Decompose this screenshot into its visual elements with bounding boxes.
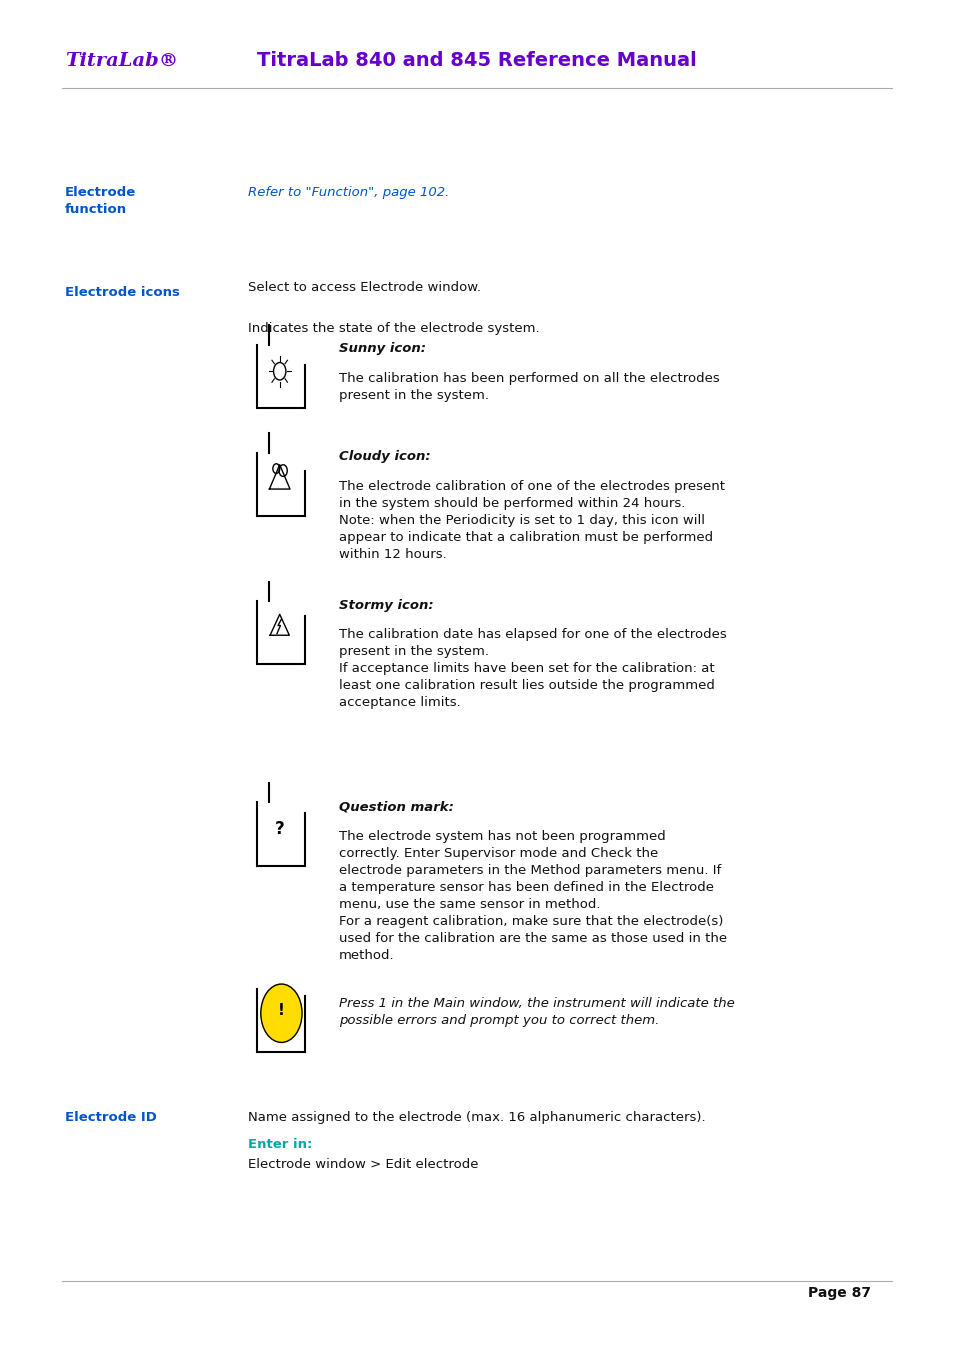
Text: TitraLab 840 and 845 Reference Manual: TitraLab 840 and 845 Reference Manual (257, 51, 696, 70)
Text: Refer to "Function", page 102.: Refer to "Function", page 102. (248, 186, 449, 200)
Text: Indicates the state of the electrode system.: Indicates the state of the electrode sys… (248, 322, 539, 335)
Text: The calibration date has elapsed for one of the electrodes
present in the system: The calibration date has elapsed for one… (338, 628, 725, 709)
Text: !: ! (277, 1004, 285, 1019)
Text: Select to access Electrode window.: Select to access Electrode window. (248, 281, 480, 295)
Text: Electrode window > Edit electrode: Electrode window > Edit electrode (248, 1158, 478, 1171)
Text: The electrode calibration of one of the electrodes present
in the system should : The electrode calibration of one of the … (338, 480, 724, 561)
Text: Sunny icon:: Sunny icon: (338, 342, 425, 355)
Text: Cloudy icon:: Cloudy icon: (338, 450, 430, 463)
Text: Stormy icon:: Stormy icon: (338, 598, 433, 612)
Text: Electrode icons: Electrode icons (65, 286, 179, 300)
Circle shape (260, 984, 302, 1043)
Text: Electrode ID: Electrode ID (65, 1111, 156, 1124)
Text: The calibration has been performed on all the electrodes
present in the system.: The calibration has been performed on al… (338, 372, 719, 401)
Text: Question mark:: Question mark: (338, 800, 453, 813)
Text: Page 87: Page 87 (807, 1286, 870, 1300)
Text: Enter in:: Enter in: (248, 1138, 312, 1151)
Text: Press 1 in the Main window, the instrument will indicate the
possible errors and: Press 1 in the Main window, the instrume… (338, 997, 734, 1027)
Text: ?: ? (274, 820, 284, 838)
Text: Name assigned to the electrode (max. 16 alphanumeric characters).: Name assigned to the electrode (max. 16 … (248, 1111, 705, 1124)
Text: Electrode
function: Electrode function (65, 186, 136, 216)
Text: TitraLab®: TitraLab® (65, 51, 178, 70)
Text: The electrode system has not been programmed
correctly. Enter Supervisor mode an: The electrode system has not been progra… (338, 830, 726, 962)
